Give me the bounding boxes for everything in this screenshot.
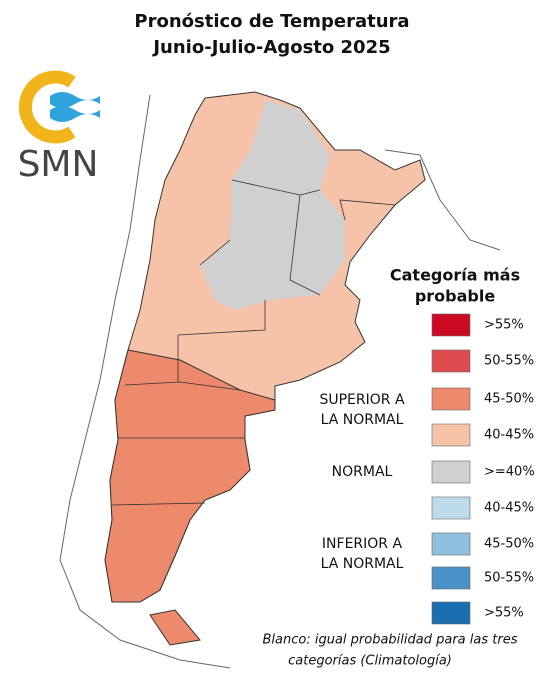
logo-text: SMN [18,144,99,185]
legend-label: 50-55% [484,571,534,586]
province-border [111,179,396,506]
logo-wave [50,92,100,108]
logo-wave [50,106,100,122]
legend-title: probable [415,287,496,306]
legend-swatch [431,387,471,411]
map [59,91,501,669]
legend-label: >55% [484,606,524,621]
normal-region [200,100,345,310]
legend-swatch [431,601,471,625]
legend-swatch [431,313,471,337]
title-line: Junio-Julio-Agosto 2025 [151,37,390,58]
legend-swatch [431,349,471,373]
legend-swatch [431,496,471,520]
legend-label: 45-50% [484,537,534,552]
legend-swatch [431,460,471,484]
legend-label: >55% [484,318,524,333]
tierra-del-fuego [149,609,201,646]
footnote: Blanco: igual probabilidad para las tres [263,633,518,648]
legend-swatch [431,423,471,447]
group-label: LA NORMAL [321,412,404,428]
legend-label: 45-50% [484,392,534,407]
title-line: Pronóstico de Temperatura [134,11,409,32]
group-label: LA NORMAL [321,556,404,572]
group-label: INFERIOR A [322,536,403,552]
superior-region [104,349,276,603]
logo: SMN [18,70,100,185]
legend-swatch [431,566,471,590]
legend-label: 40-45% [484,501,534,516]
neighbor-border [384,149,501,251]
legend: >55% 50-55% 45-50% 40-45% >=40% 40-45% 45-50% 5… [319,313,535,625]
legend-label: 40-45% [484,428,534,443]
legend-label: 50-55% [484,354,534,369]
footnote: categorías (Climatología) [288,654,452,669]
group-label: NORMAL [332,464,393,480]
legend-swatch [431,532,471,556]
group-label: SUPERIOR A [319,392,404,408]
neighbor-coast [59,94,231,669]
logo-sun [18,70,76,144]
legend-title: Categoría más [390,266,520,285]
legend-label: >=40% [484,465,535,480]
